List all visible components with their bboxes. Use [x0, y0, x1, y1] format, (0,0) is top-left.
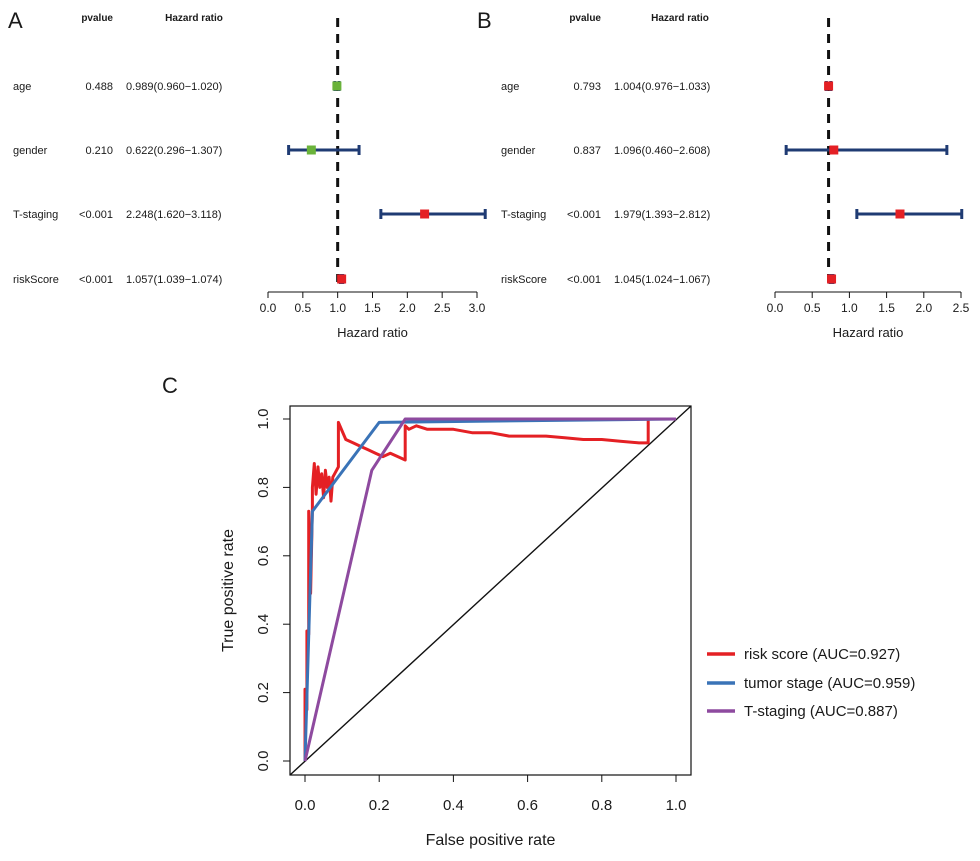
forest-plot-a: pvalue Hazard ratio age 0.488 0.989(0.960−1.… [13, 13, 487, 340]
y-tick-label: 0.6 [255, 545, 272, 566]
row-pvalue: 0.210 [85, 145, 113, 157]
x-tick-label: 2.0 [915, 301, 932, 315]
forest-plot-b: pvalue Hazard ratio age 0.793 1.004(0.976−1.… [501, 13, 970, 340]
panel-letter-a: A [8, 8, 23, 33]
x-tick-label: 2.5 [953, 301, 970, 315]
row-hazard-ratio: 1.057(1.039−1.074) [126, 274, 222, 286]
hr-point [895, 209, 905, 219]
x-tick-label: 0.5 [804, 301, 821, 315]
legend-label: tumor stage (AUC=0.959) [744, 675, 915, 692]
row-hazard-ratio: 1.096(0.460−2.608) [614, 145, 710, 157]
x-tick-label: 2.0 [399, 301, 416, 315]
row-label: age [13, 81, 31, 93]
hr-point [332, 81, 342, 91]
x-tick-label: 0.4 [443, 797, 464, 814]
row-hazard-ratio: 1.045(1.024−1.067) [614, 274, 710, 286]
hr-point [827, 274, 837, 284]
x-axis-label: Hazard ratio [833, 325, 904, 340]
row-hazard-ratio: 0.622(0.296−1.307) [126, 145, 222, 157]
y-axis-label: True positive rate [220, 529, 237, 652]
legend-label: T-staging (AUC=0.887) [744, 703, 898, 720]
x-axis-label: Hazard ratio [337, 325, 408, 340]
hazard-ratio-header: Hazard ratio [651, 13, 709, 24]
plot-frame [289, 405, 692, 776]
x-axis-label: False positive rate [426, 832, 556, 849]
y-tick-label: 0.0 [255, 751, 272, 772]
row-label: T-staging [13, 209, 58, 221]
x-tick-label: 0.6 [517, 797, 538, 814]
x-tick-label: 3.0 [469, 301, 486, 315]
x-tick-label: 2.5 [434, 301, 451, 315]
row-label: age [501, 81, 519, 93]
row-label: riskScore [13, 274, 59, 286]
x-tick-label: 0.2 [369, 797, 390, 814]
x-tick-label: 1.5 [878, 301, 895, 315]
panel-letter-b: B [477, 8, 492, 33]
x-tick-label: 1.5 [364, 301, 381, 315]
x-tick-label: 0.8 [591, 797, 612, 814]
row-label: riskScore [501, 274, 547, 286]
x-tick-label: 0.0 [295, 797, 316, 814]
row-pvalue: <0.001 [79, 209, 113, 221]
panel-letter-c: C [162, 373, 178, 398]
diagonal-reference-line [289, 405, 692, 776]
row-label: gender [13, 145, 48, 157]
row-pvalue: <0.001 [567, 274, 601, 286]
row-label: T-staging [501, 209, 546, 221]
row-pvalue: 0.488 [85, 81, 113, 93]
hr-point [829, 145, 839, 155]
roc-series-line [303, 417, 677, 762]
y-tick-label: 0.8 [255, 477, 272, 498]
row-hazard-ratio: 2.248(1.620−3.118) [126, 209, 222, 221]
row-pvalue: 0.837 [573, 145, 601, 157]
row-hazard-ratio: 1.004(0.976−1.033) [614, 81, 710, 93]
y-tick-label: 1.0 [255, 409, 272, 430]
roc-series-line [303, 417, 676, 761]
hr-point [306, 145, 316, 155]
roc-plot: 0.0 0.2 0.4 0.6 0.8 1.0 0.0 0.2 0.4 0.6 0.8 1.0 Fals… [220, 405, 915, 849]
row-pvalue: 0.793 [573, 81, 601, 93]
row-hazard-ratio: 0.989(0.960−1.020) [126, 81, 222, 93]
pvalue-header: pvalue [81, 13, 113, 24]
x-tick-label: 0.0 [260, 301, 277, 315]
row-label: gender [501, 145, 536, 157]
hr-point [824, 81, 834, 91]
x-tick-label: 0.5 [294, 301, 311, 315]
row-hazard-ratio: 1.979(1.393−2.812) [614, 209, 710, 221]
hr-point [420, 209, 430, 219]
pvalue-header: pvalue [569, 13, 601, 24]
y-tick-label: 0.2 [255, 682, 272, 703]
y-tick-label: 0.4 [255, 614, 272, 635]
row-pvalue: <0.001 [567, 209, 601, 221]
x-tick-label: 1.0 [841, 301, 858, 315]
row-pvalue: <0.001 [79, 274, 113, 286]
hr-point [337, 274, 347, 284]
x-tick-label: 1.0 [666, 797, 687, 814]
hazard-ratio-header: Hazard ratio [165, 13, 223, 24]
legend-label: risk score (AUC=0.927) [744, 646, 900, 663]
roc-series-line [303, 417, 676, 762]
x-tick-label: 0.0 [767, 301, 784, 315]
x-tick-label: 1.0 [329, 301, 346, 315]
